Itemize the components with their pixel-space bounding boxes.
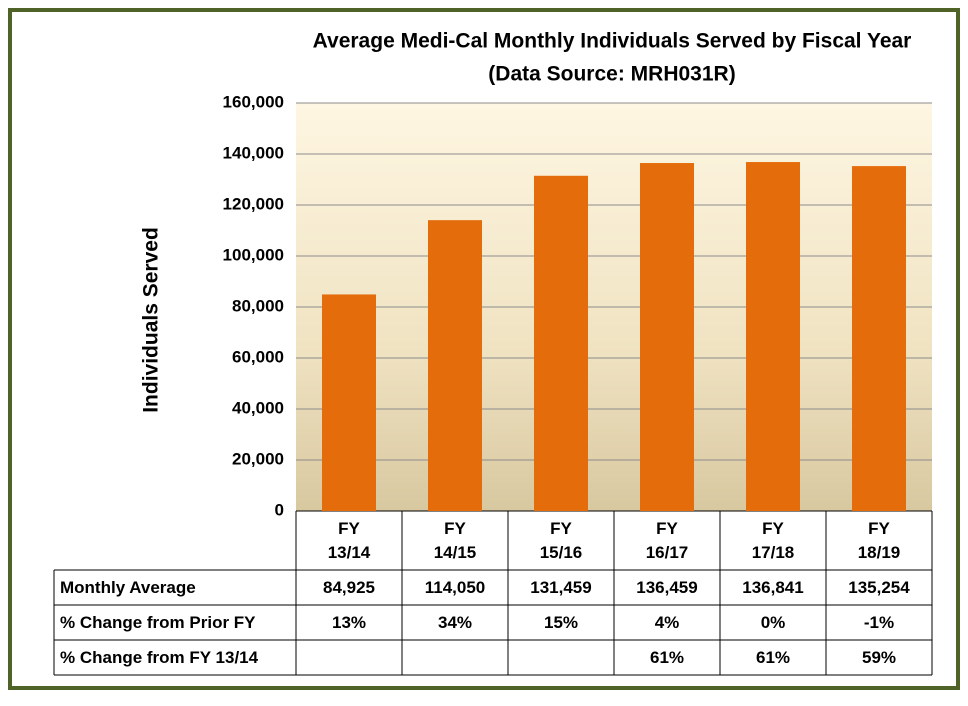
row-label: % Change from FY 13/14 <box>60 647 259 667</box>
category-label: FY 18/19 <box>857 518 901 562</box>
category-cell: FY 13/14 <box>296 511 402 570</box>
value-label: 136,459 <box>636 577 698 597</box>
y-tick-label: 20,000 <box>232 449 284 468</box>
category-label: FY 16/17 <box>645 518 689 562</box>
row-label: % Change from Prior FY <box>60 612 256 632</box>
y-tick-label: 140,000 <box>223 143 284 162</box>
category-cell: FY 14/15 <box>402 511 508 570</box>
table-cell: 59% <box>861 647 897 667</box>
y-tick-label: 100,000 <box>223 245 284 264</box>
y-tick-label: 80,000 <box>232 296 284 315</box>
value-label: 136,841 <box>742 577 804 597</box>
table-cell: 15% <box>543 612 579 632</box>
y-tick-label: 0 <box>275 500 284 519</box>
table-cell: 34% <box>437 612 473 632</box>
category-cell: FY 18/19 <box>826 511 932 570</box>
value-label: 131,459 <box>530 577 592 597</box>
bar <box>852 166 906 511</box>
category-cell: FY 15/16 <box>508 511 614 570</box>
row-label: Monthly Average <box>60 577 196 597</box>
value-label: 84,925 <box>323 577 375 597</box>
bar <box>428 220 482 512</box>
y-axis-label: Individuals Served <box>140 227 163 413</box>
bar <box>534 175 588 512</box>
table-cell: 61% <box>755 647 791 667</box>
y-tick-label: 120,000 <box>223 194 284 213</box>
category-label: FY 13/14 <box>327 518 371 562</box>
table-cell: -1% <box>863 612 895 632</box>
value-label: 114,050 <box>424 577 486 597</box>
category-label: FY 15/16 <box>539 518 583 562</box>
category-cell: FY 17/18 <box>720 511 826 570</box>
table-cell: 0% <box>760 612 786 632</box>
y-tick-label: 40,000 <box>232 398 284 417</box>
value-label: 135,254 <box>848 577 910 597</box>
table-cell: 61% <box>649 647 685 667</box>
chart-title: Average Medi-Cal Monthly Individuals Ser… <box>313 30 912 53</box>
bar <box>322 294 376 511</box>
table-cell: 13% <box>331 612 367 632</box>
bar <box>746 162 800 511</box>
bar <box>640 163 694 512</box>
table-cell: 4% <box>654 612 680 632</box>
category-label: FY 17/18 <box>751 518 795 562</box>
y-tick-label: 60,000 <box>232 347 284 366</box>
category-label: FY 14/15 <box>433 518 477 562</box>
y-tick-label: 160,000 <box>223 92 284 111</box>
category-cell: FY 16/17 <box>614 511 720 570</box>
chart-subtitle: (Data Source: MRH031R) <box>488 63 735 86</box>
